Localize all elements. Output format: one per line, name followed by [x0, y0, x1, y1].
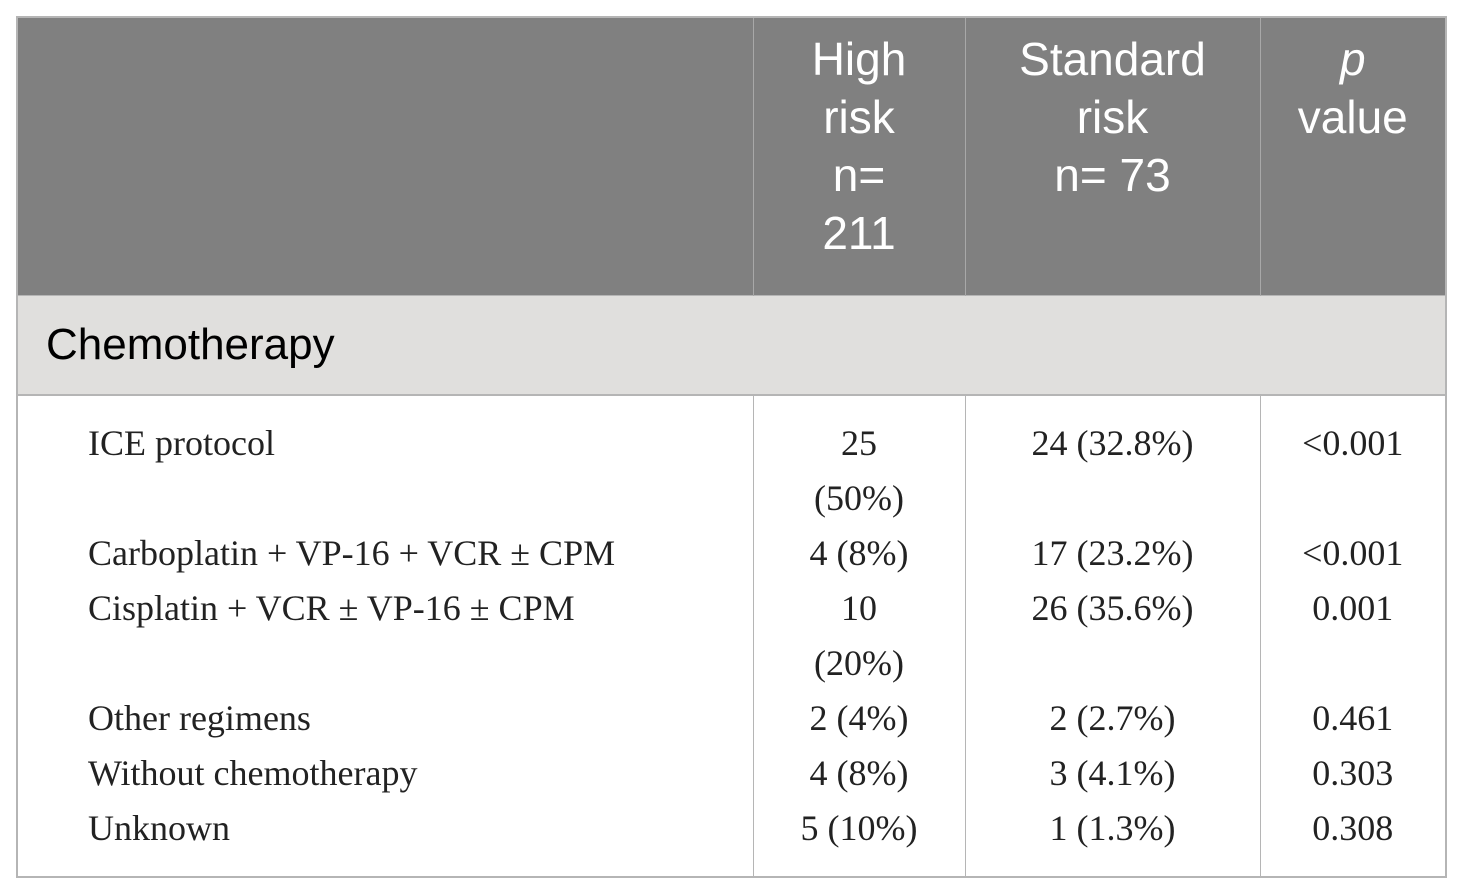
cell-line: 3 (4.1%): [1049, 753, 1176, 793]
cell: 4 (8%): [752, 746, 965, 801]
section-row: Chemotherapy: [17, 295, 1446, 396]
cell-line: <0.001: [1302, 533, 1404, 573]
cell-line: 4 (8%): [809, 753, 909, 793]
cell: <0.001: [1259, 526, 1446, 581]
body-row: ICE protocol 25 (50%) 24 (32.8%) <0.001: [17, 395, 1446, 526]
header-line: risk: [1076, 91, 1149, 143]
cell: 26 (35.6%): [964, 581, 1260, 691]
header-line: High: [811, 33, 907, 85]
cell-line: 1 (1.3%): [1049, 808, 1176, 848]
cell: 0.461: [1259, 691, 1446, 746]
header-cell: Standard risk n= 73: [964, 17, 1260, 296]
cell-line: 0.308: [1312, 808, 1394, 848]
header-cell: High risk n= 211: [752, 17, 965, 296]
body-row: Without chemotherapy 4 (8%) 3 (4.1%) 0.303: [17, 746, 1446, 801]
cell-line: 5 (10%): [800, 808, 918, 848]
row-label: ICE protocol: [88, 423, 275, 463]
cell: 2 (4%): [752, 691, 965, 746]
cell-line: <0.001: [1302, 423, 1404, 463]
cell: 24 (32.8%): [964, 395, 1260, 526]
cell-line: 0.303: [1312, 753, 1394, 793]
cell: 0.001: [1259, 581, 1446, 691]
cell: 4 (8%): [752, 526, 965, 581]
section-title: Chemotherapy: [17, 295, 1446, 396]
header-line: n= 73: [1054, 149, 1171, 201]
cell: 0.303: [1259, 746, 1446, 801]
cell: 25 (50%): [752, 395, 965, 526]
cell-line: 25: [841, 423, 877, 463]
body-row: Cisplatin + VCR ± VP-16 ± CPM 10 (20%) 26 (…: [17, 581, 1446, 691]
table-container: High risk n= 211 Standard risk n= 73 p value Che…: [16, 16, 1447, 878]
cell: 5 (10%): [752, 801, 965, 877]
body-row: Unknown 5 (10%) 1 (1.3%) 0.308: [17, 801, 1446, 877]
cell-line: 0.001: [1312, 588, 1394, 628]
cell-line: 10: [841, 588, 877, 628]
cell-line: 17 (23.2%): [1031, 533, 1194, 573]
body-row: Other regimens 2 (4%) 2 (2.7%) 0.461: [17, 691, 1446, 746]
cell: 1 (1.3%): [964, 801, 1260, 877]
header-cell: p value: [1259, 17, 1446, 296]
cell-line: 26 (35.6%): [1031, 588, 1194, 628]
row-label: Cisplatin + VCR ± VP-16 ± CPM: [88, 588, 575, 628]
cell: 10 (20%): [752, 581, 965, 691]
cell: 0.308: [1259, 801, 1446, 877]
cell-line: 4 (8%): [809, 533, 909, 573]
header-line: risk: [823, 91, 895, 143]
row-label: Carboplatin + VP-16 + VCR ± CPM: [88, 533, 616, 573]
cell-line: 2 (4%): [809, 698, 909, 738]
header-line: Standard: [1019, 33, 1206, 85]
cell: 2 (2.7%): [964, 691, 1260, 746]
cell: 3 (4.1%): [964, 746, 1260, 801]
header-line: p: [1339, 33, 1366, 85]
cell-line: (50%): [814, 478, 904, 518]
header-cell: [17, 17, 753, 296]
header-line: 211: [822, 207, 896, 259]
header-row: High risk n= 211 Standard risk n= 73 p value: [17, 17, 1446, 296]
cell-line: 24 (32.8%): [1031, 423, 1194, 463]
table: High risk n= 211 Standard risk n= 73 p value Che…: [16, 16, 1447, 878]
cell: 17 (23.2%): [964, 526, 1260, 581]
body-row: Carboplatin + VP-16 + VCR ± CPM 4 (8%) 17 …: [17, 526, 1446, 581]
row-label: Other regimens: [88, 698, 311, 738]
header-line: n=: [832, 149, 886, 201]
cell-line: (20%): [814, 643, 904, 683]
cell: <0.001: [1259, 395, 1446, 526]
header-line: value: [1297, 91, 1408, 143]
cell-line: 2 (2.7%): [1049, 698, 1176, 738]
row-label: Unknown: [88, 808, 230, 848]
cell-line: 0.461: [1312, 698, 1394, 738]
row-label: Without chemotherapy: [88, 753, 418, 793]
